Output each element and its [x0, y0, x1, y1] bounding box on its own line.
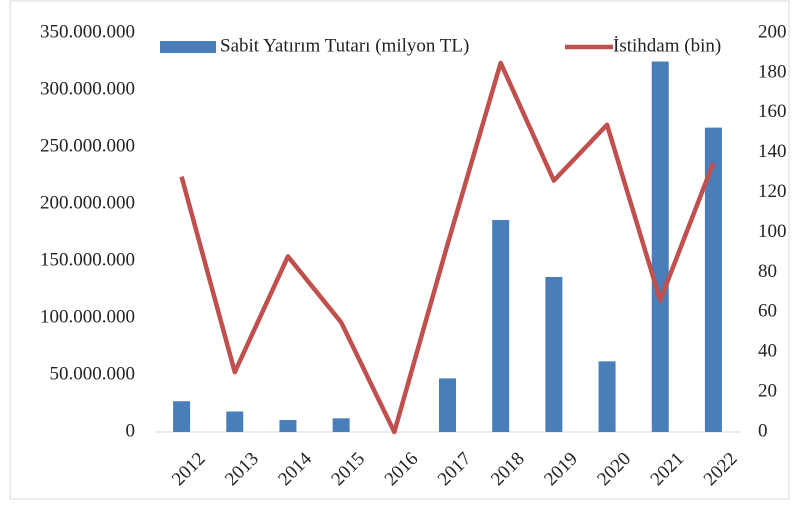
bar	[439, 378, 456, 432]
y-tick-label: 50.000.000	[50, 363, 136, 384]
legend-label: Sabit Yatırım Tutarı (milyon TL)	[220, 35, 469, 56]
legend-swatch	[160, 41, 216, 53]
bar	[173, 401, 191, 432]
y-tick-label: 250.000.000	[40, 135, 135, 156]
y2-tick-label: 140	[758, 141, 787, 162]
y2-tick-label: 180	[758, 61, 787, 82]
y-tick-label: 150.000.000	[40, 249, 135, 270]
y-tick-label: 350.000.000	[40, 21, 135, 42]
line	[179, 60, 716, 435]
y2-tick-label: 160	[758, 101, 787, 122]
legend-label: İstihdam (bin)	[613, 35, 721, 56]
bar	[226, 411, 244, 432]
bar	[598, 361, 616, 432]
y2-tick-label: 20	[758, 380, 777, 401]
bar	[332, 418, 350, 432]
y2-tick-label: 200	[758, 21, 787, 42]
y2-tick-label: 40	[758, 341, 777, 362]
y-tick-label: 300.000.000	[40, 78, 135, 99]
bar	[651, 61, 669, 432]
y2-tick-label: 0	[758, 420, 768, 441]
y2-tick-label: 120	[758, 181, 787, 202]
y-tick-label: 100.000.000	[40, 306, 135, 327]
bar	[492, 219, 510, 432]
bar	[704, 127, 722, 433]
y-tick-label: 200.000.000	[40, 192, 135, 213]
y2-tick-label: 60	[758, 301, 777, 322]
y2-tick-label: 100	[758, 221, 787, 242]
y-tick-label: 0	[126, 420, 136, 441]
bar	[545, 276, 563, 432]
y2-tick-label: 80	[758, 261, 777, 282]
bar	[279, 420, 297, 432]
